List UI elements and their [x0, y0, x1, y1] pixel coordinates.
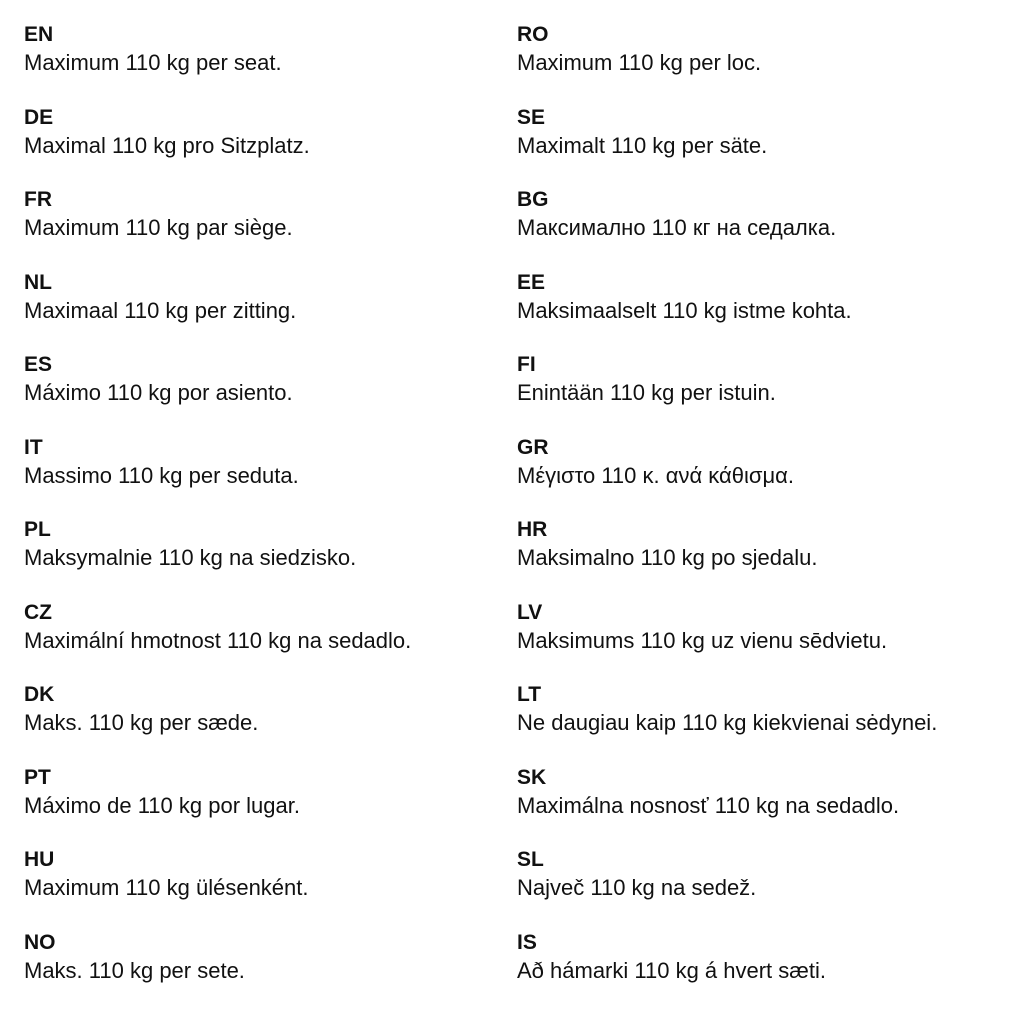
language-entry-is: IS Að hámarki 110 kg á hvert sæti.: [517, 929, 1007, 1012]
weight-limit-text: Maximální hmotnost 110 kg na sedadlo.: [24, 627, 412, 653]
language-entry-sl: SL Največ 110 kg na sedež.: [517, 846, 1007, 929]
weight-limit-text: Maksimums 110 kg uz vienu sēdvietu.: [517, 627, 888, 653]
language-code: DK: [24, 683, 55, 706]
language-code: SK: [517, 765, 547, 789]
language-entry-hu: HU Maximum 110 kg ülésenként.: [24, 846, 514, 929]
language-code: RO: [517, 23, 549, 46]
weight-limit-text: Maximum 110 kg par siège.: [24, 215, 293, 240]
language-code: FI: [517, 353, 536, 376]
language-entry-no: NO Maks. 110 kg per sete.: [24, 929, 514, 1012]
language-entry-cz: CZ Maximální hmotnost 110 kg na sedadlo.: [24, 599, 514, 682]
language-entry-dk: DK Maks. 110 kg per sæde.: [24, 681, 514, 764]
language-code: CZ: [24, 600, 52, 624]
language-entry-nl: NL Maximaal 110 kg per zitting.: [24, 269, 514, 352]
language-code: SE: [517, 105, 546, 129]
language-code: GR: [517, 435, 549, 459]
language-code: BG: [517, 188, 549, 211]
weight-limit-text: Maximal 110 kg pro Sitzplatz.: [24, 132, 310, 158]
language-code: FR: [24, 188, 52, 211]
weight-limit-text: Maximalt 110 kg per säte.: [517, 132, 768, 158]
language-entry-sk: SK Maximálna nosnosť 110 kg na sedadlo.: [517, 764, 1007, 847]
weight-limit-text: Máximo de 110 kg por lugar.: [24, 792, 300, 818]
language-code: IS: [517, 930, 537, 954]
language-entry-pt: PT Máximo de 110 kg por lugar.: [24, 764, 514, 847]
language-entry-fr: FR Maximum 110 kg par siège.: [24, 186, 514, 269]
language-code: DE: [24, 105, 54, 129]
language-code: LV: [517, 600, 543, 624]
left-column: EN Maximum 110 kg per seat. DE Maximal 110 …: [24, 21, 514, 1011]
language-entry-bg: BG Максимално 110 кг на седалка.: [517, 186, 1007, 269]
language-code: ES: [24, 353, 53, 376]
weight-limit-text: Að hámarki 110 kg á hvert sæti.: [517, 957, 826, 983]
language-code: PT: [24, 765, 51, 789]
weight-limit-text: Maksymalnie 110 kg na siedzisko.: [24, 545, 357, 570]
language-code: EE: [517, 270, 546, 294]
language-entry-ro: RO Maximum 110 kg per loc.: [517, 21, 1007, 104]
language-code: NO: [24, 930, 56, 954]
language-entry-pl: PL Maksymalnie 110 kg na siedzisko.: [24, 516, 514, 599]
language-entry-gr: GR Μέγιστο 110 κ. ανά κάθισμα.: [517, 434, 1007, 517]
language-entry-de: DE Maximal 110 kg pro Sitzplatz.: [24, 104, 514, 187]
language-entry-en: EN Maximum 110 kg per seat.: [24, 21, 514, 104]
weight-limit-text: Ne daugiau kaip 110 kg kiekvienai sėdyne…: [517, 710, 938, 735]
weight-limit-text: Máximo 110 kg por asiento.: [24, 380, 293, 405]
language-code: LT: [517, 683, 542, 706]
weight-limit-text: Maksimaalselt 110 kg istme kohta.: [517, 297, 852, 323]
weight-limit-text: Maximaal 110 kg per zitting.: [24, 297, 297, 323]
weight-limit-text: Največ 110 kg na sedež.: [517, 875, 757, 900]
weight-limit-text: Μέγιστο 110 κ. ανά κάθισμα.: [517, 462, 794, 488]
right-column: RO Maximum 110 kg per loc. SE Maximalt 110 …: [517, 21, 1007, 1011]
language-code: NL: [24, 270, 52, 294]
language-entry-it: IT Massimo 110 kg per seduta.: [24, 434, 514, 517]
language-entry-es: ES Máximo 110 kg por asiento.: [24, 351, 514, 434]
weight-limit-text: Maksimalno 110 kg po sjedalu.: [517, 545, 818, 570]
language-code: EN: [24, 23, 54, 46]
weight-limit-text: Enintään 110 kg per istuin.: [517, 380, 776, 405]
weight-limit-text: Massimo 110 kg per seduta.: [24, 462, 299, 488]
weight-limit-text: Maximum 110 kg per seat.: [24, 50, 282, 75]
language-entry-hr: HR Maksimalno 110 kg po sjedalu.: [517, 516, 1007, 599]
language-code: SL: [517, 848, 544, 871]
weight-limit-text: Maximálna nosnosť 110 kg na sedadlo.: [517, 792, 900, 818]
weight-limit-text: Максимално 110 кг на седалка.: [517, 215, 837, 240]
language-entry-ee: EE Maksimaalselt 110 kg istme kohta.: [517, 269, 1007, 352]
language-entry-fi: FI Enintään 110 kg per istuin.: [517, 351, 1007, 434]
weight-limit-text: Maks. 110 kg per sete.: [24, 957, 245, 983]
language-code: HU: [24, 848, 55, 871]
language-entry-lt: LT Ne daugiau kaip 110 kg kiekvienai sėdy…: [517, 681, 1007, 764]
language-code: PL: [24, 518, 51, 541]
language-code: IT: [24, 435, 43, 459]
language-entry-lv: LV Maksimums 110 kg uz vienu sēdvietu.: [517, 599, 1007, 682]
weight-limit-text: Maximum 110 kg ülésenként.: [24, 875, 309, 900]
language-entry-se: SE Maximalt 110 kg per säte.: [517, 104, 1007, 187]
weight-limit-text: Maks. 110 kg per sæde.: [24, 710, 259, 735]
weight-limit-text: Maximum 110 kg per loc.: [517, 50, 762, 75]
language-code: HR: [517, 518, 548, 541]
